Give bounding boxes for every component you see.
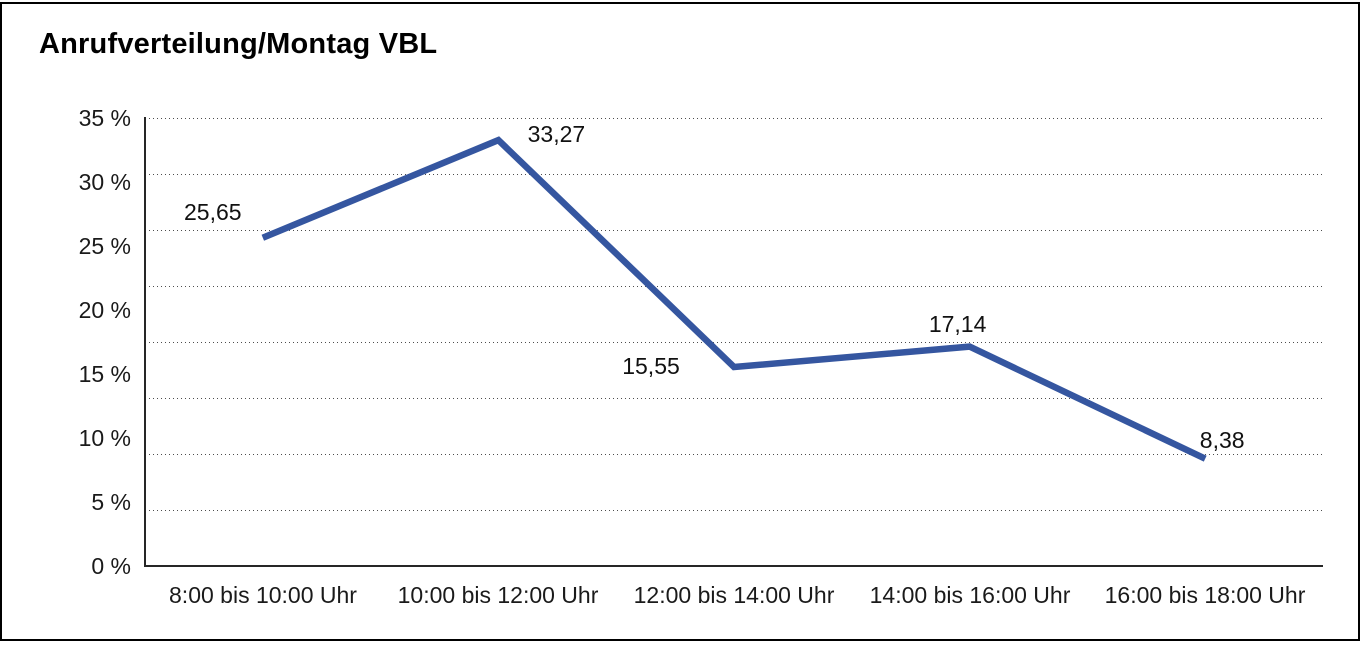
chart-title: Anrufverteilung/Montag VBL — [39, 28, 438, 60]
y-tick-label: 25 % — [78, 233, 131, 259]
y-tick-label: 0 % — [91, 553, 131, 579]
gridline — [145, 230, 1323, 231]
gridline — [145, 174, 1323, 175]
y-tick-label: 5 % — [91, 489, 131, 515]
data-point-label: 33,27 — [527, 121, 586, 148]
y-tick-label: 10 % — [78, 425, 131, 451]
data-point-label: 25,65 — [184, 198, 242, 225]
gridline — [145, 510, 1323, 511]
y-tick-label: 30 % — [78, 169, 131, 195]
y-tick-label: 15 % — [78, 361, 131, 387]
y-axis-line — [143, 117, 146, 566]
gridline — [145, 286, 1323, 287]
gridline — [145, 398, 1323, 399]
x-tick-label: 10:00 bis 12:00 Uhr — [397, 582, 599, 608]
data-point-label: 15,55 — [622, 353, 680, 379]
y-tick-label: 35 % — [78, 105, 131, 131]
x-tick-label: 8:00 bis 10:00 Uhr — [169, 582, 357, 608]
series-polyline — [261, 136, 1207, 462]
x-tick-label: 14:00 bis 16:00 Uhr — [869, 582, 1071, 608]
x-axis-line — [143, 565, 1323, 567]
gridline — [145, 342, 1323, 343]
gridline — [145, 118, 1323, 119]
x-tick-label: 16:00 bis 18:00 Uhr — [1104, 582, 1306, 608]
data-point-label: 8,38 — [1199, 426, 1245, 453]
x-tick-label: 12:00 bis 14:00 Uhr — [633, 582, 835, 608]
data-point-label: 17,14 — [928, 310, 987, 337]
gridline — [145, 454, 1323, 455]
y-tick-label: 20 % — [78, 297, 131, 323]
